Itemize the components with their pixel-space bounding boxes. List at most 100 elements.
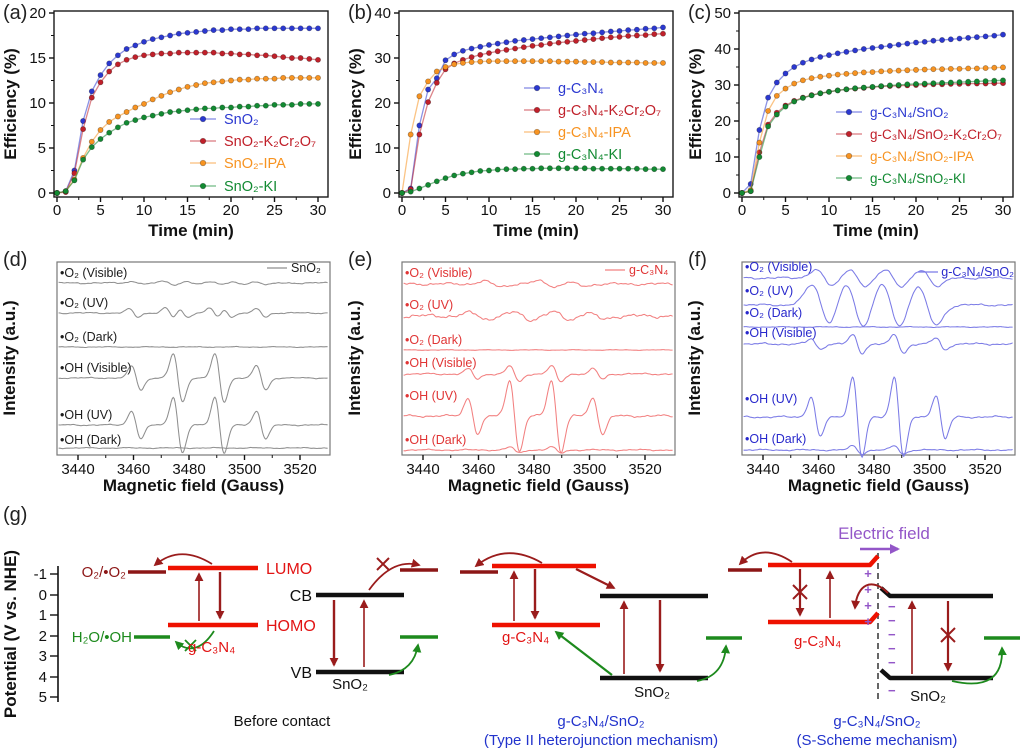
data-point — [512, 37, 519, 44]
data-point — [529, 36, 536, 43]
legend-marker — [533, 84, 541, 92]
tick-label: -1 — [34, 566, 47, 583]
trace-label: •O₂ (Dark) — [745, 306, 802, 320]
x-tick-label: 3440 — [406, 461, 439, 478]
data-point — [167, 32, 174, 39]
tick-label: 3 — [39, 648, 47, 665]
epr-trace — [403, 279, 673, 289]
x-tick-label: 3460 — [802, 461, 835, 478]
data-point — [651, 166, 658, 173]
data-point — [756, 154, 763, 160]
gcn-label: g-C₃N₄ — [794, 633, 841, 650]
panel-letter-g: (g) — [3, 504, 28, 526]
data-point — [599, 29, 606, 36]
data-point — [306, 55, 313, 62]
x-axis-label: Time (min) — [833, 221, 919, 240]
o2-redox-label: O₂/•O₂ — [82, 564, 127, 581]
before-contact-caption: Before contact — [234, 713, 332, 730]
epr-trace — [743, 283, 1013, 327]
data-point — [852, 85, 859, 92]
data-point — [834, 71, 841, 78]
gcn-label: g-C₃N₄ — [502, 629, 549, 646]
data-point — [625, 59, 632, 66]
before-contact-group: O₂/•O₂ H₂O/•OH LUMO HOMO g-C₃N₄ CB VB S — [72, 553, 438, 730]
data-point — [486, 58, 492, 65]
lumo-label: LUMO — [266, 561, 312, 578]
data-point — [947, 65, 954, 72]
epr-panel-gcn: 3440 3460 3480 3500 3520 Intensity (a.u.) Magn… — [345, 261, 676, 495]
data-point — [459, 47, 466, 54]
data-point — [826, 88, 832, 95]
data-point — [765, 94, 772, 101]
data-point — [616, 165, 623, 172]
data-point — [651, 25, 658, 32]
data-point — [878, 43, 885, 50]
data-point — [494, 166, 501, 173]
data-point — [486, 50, 492, 57]
data-point — [520, 165, 527, 172]
x-tick-label: 3520 — [968, 461, 1001, 478]
data-point — [245, 103, 252, 110]
data-point — [599, 165, 606, 172]
panel-letter-b: (b) — [348, 2, 373, 24]
epr-trace — [58, 280, 328, 286]
y-tick-label: 50 — [714, 5, 731, 22]
x-tick-label: 0 — [53, 202, 61, 219]
data-point — [607, 28, 614, 35]
data-point — [494, 58, 501, 65]
legend-label: SnO₂-IPA — [224, 156, 286, 172]
y-axis-label: Efficiency (%) — [1, 48, 20, 159]
data-point — [878, 83, 885, 90]
y-axis-label: Intensity (a.u.) — [685, 300, 704, 415]
data-point — [581, 165, 588, 172]
epr-panel-sno2: 3440 3460 3480 3500 3520 Intensity (a.u.) Magn… — [0, 261, 331, 495]
efficiency-chart-composite: 0 10 20 30 40 50 0 5 10 15 20 25 30 Efficiency (%) Tim… — [686, 5, 1014, 240]
vb-to-h2o-arrow — [951, 646, 1007, 685]
data-point — [660, 30, 666, 37]
data-point — [773, 79, 780, 86]
hole-to-h2o-arrow — [174, 630, 215, 651]
svg-text:−: − — [888, 641, 896, 656]
negative-charges: −− −− −− − — [888, 599, 896, 698]
data-point — [599, 35, 606, 42]
data-point — [503, 58, 510, 65]
legend-marker — [845, 174, 853, 182]
data-point — [262, 75, 269, 82]
svg-text:+: + — [864, 582, 872, 597]
data-point — [904, 67, 911, 74]
data-point — [236, 76, 243, 83]
data-point — [123, 119, 130, 126]
data-point — [88, 88, 95, 95]
data-point — [660, 60, 666, 66]
data-point — [106, 68, 113, 75]
blocked-cross-maroon — [940, 627, 956, 643]
data-point — [210, 105, 217, 112]
data-point — [834, 50, 841, 57]
data-point — [799, 77, 806, 84]
y-tick-label: 0 — [383, 185, 391, 202]
data-point — [306, 100, 313, 107]
x-tick-label: 5 — [781, 202, 789, 219]
data-point — [590, 59, 597, 66]
data-point — [114, 124, 121, 131]
data-point — [939, 37, 946, 43]
data-point — [106, 129, 113, 136]
data-point — [262, 25, 269, 32]
data-point — [564, 58, 571, 65]
epr-trace — [743, 325, 1013, 329]
positive-charges: + + + + — [864, 566, 872, 629]
x-axis-label: Magnetic field (Gauss) — [103, 476, 284, 495]
legend-label: g-C₃N₄ — [629, 263, 668, 277]
data-point — [123, 46, 130, 52]
data-point — [193, 106, 200, 113]
data-point — [834, 87, 841, 94]
data-point — [991, 64, 998, 71]
legend-label: g-C₃N₄/SnO₂-IPA — [870, 149, 974, 164]
data-point — [773, 111, 780, 118]
data-point — [895, 67, 902, 74]
data-point — [573, 58, 579, 65]
data-point — [607, 34, 614, 41]
data-point — [982, 78, 989, 84]
data-point — [416, 185, 423, 192]
trace-label: •O₂ (UV) — [60, 296, 108, 310]
